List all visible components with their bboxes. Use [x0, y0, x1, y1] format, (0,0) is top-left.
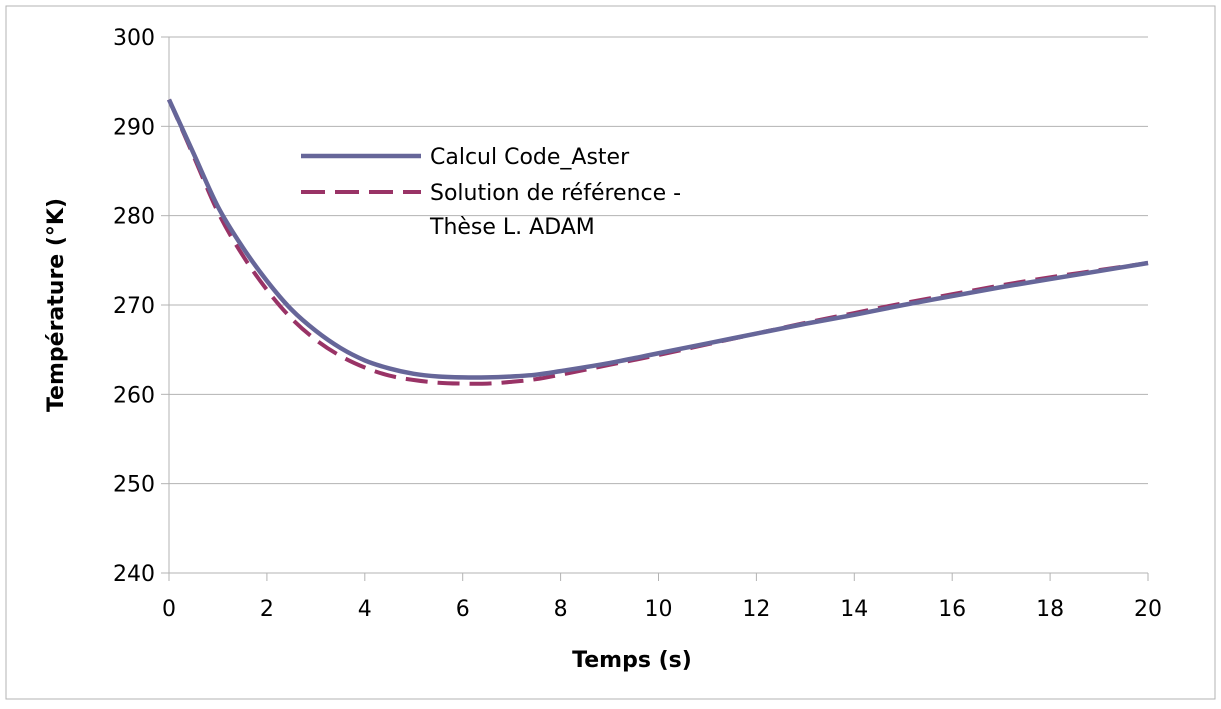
y-tick-label: 280	[113, 205, 155, 230]
legend-entry-reference: Solution de référence - Thèse L. ADAM	[301, 181, 681, 240]
legend-label: Calcul Code_Aster	[430, 145, 630, 170]
y-tick-label: 290	[113, 115, 155, 140]
y-tick-label: 270	[113, 294, 155, 319]
legend-label: Solution de référence -	[430, 181, 681, 206]
x-axis-title: Temps (s)	[572, 648, 692, 673]
x-tick-label: 16	[938, 597, 966, 622]
legend-label: Thèse L. ADAM	[429, 215, 595, 240]
x-tick-label: 18	[1036, 597, 1064, 622]
y-axis-title: Température (°K)	[44, 198, 69, 412]
x-tick-label: 14	[840, 597, 868, 622]
x-tick-label: 2	[260, 597, 274, 622]
legend: Calcul Code_Aster Solution de référence -…	[301, 145, 681, 240]
series-lines	[166, 98, 1149, 386]
x-tick-label: 6	[456, 597, 470, 622]
x-tick-label: 20	[1134, 597, 1162, 622]
tick-labels: 240 250 260 270 280 290 300 0 2 4 6 8 10 12 14 16 18 20	[113, 26, 1162, 622]
legend-entry-code-aster: Calcul Code_Aster	[301, 145, 630, 170]
x-tick-label: 12	[742, 597, 770, 622]
series-line-code-aster	[166, 98, 1149, 380]
gridlines	[169, 36, 1148, 574]
x-tick-label: 0	[162, 597, 176, 622]
y-tick-label: 260	[113, 383, 155, 408]
x-tick-label: 8	[554, 597, 568, 622]
axes	[161, 36, 1149, 581]
x-tick-label: 10	[645, 597, 673, 622]
y-tick-label: 250	[113, 473, 155, 498]
y-tick-label: 300	[113, 26, 155, 51]
x-tick-label: 4	[358, 597, 372, 622]
y-tick-label: 240	[113, 562, 155, 587]
chart-border	[5, 5, 1216, 700]
